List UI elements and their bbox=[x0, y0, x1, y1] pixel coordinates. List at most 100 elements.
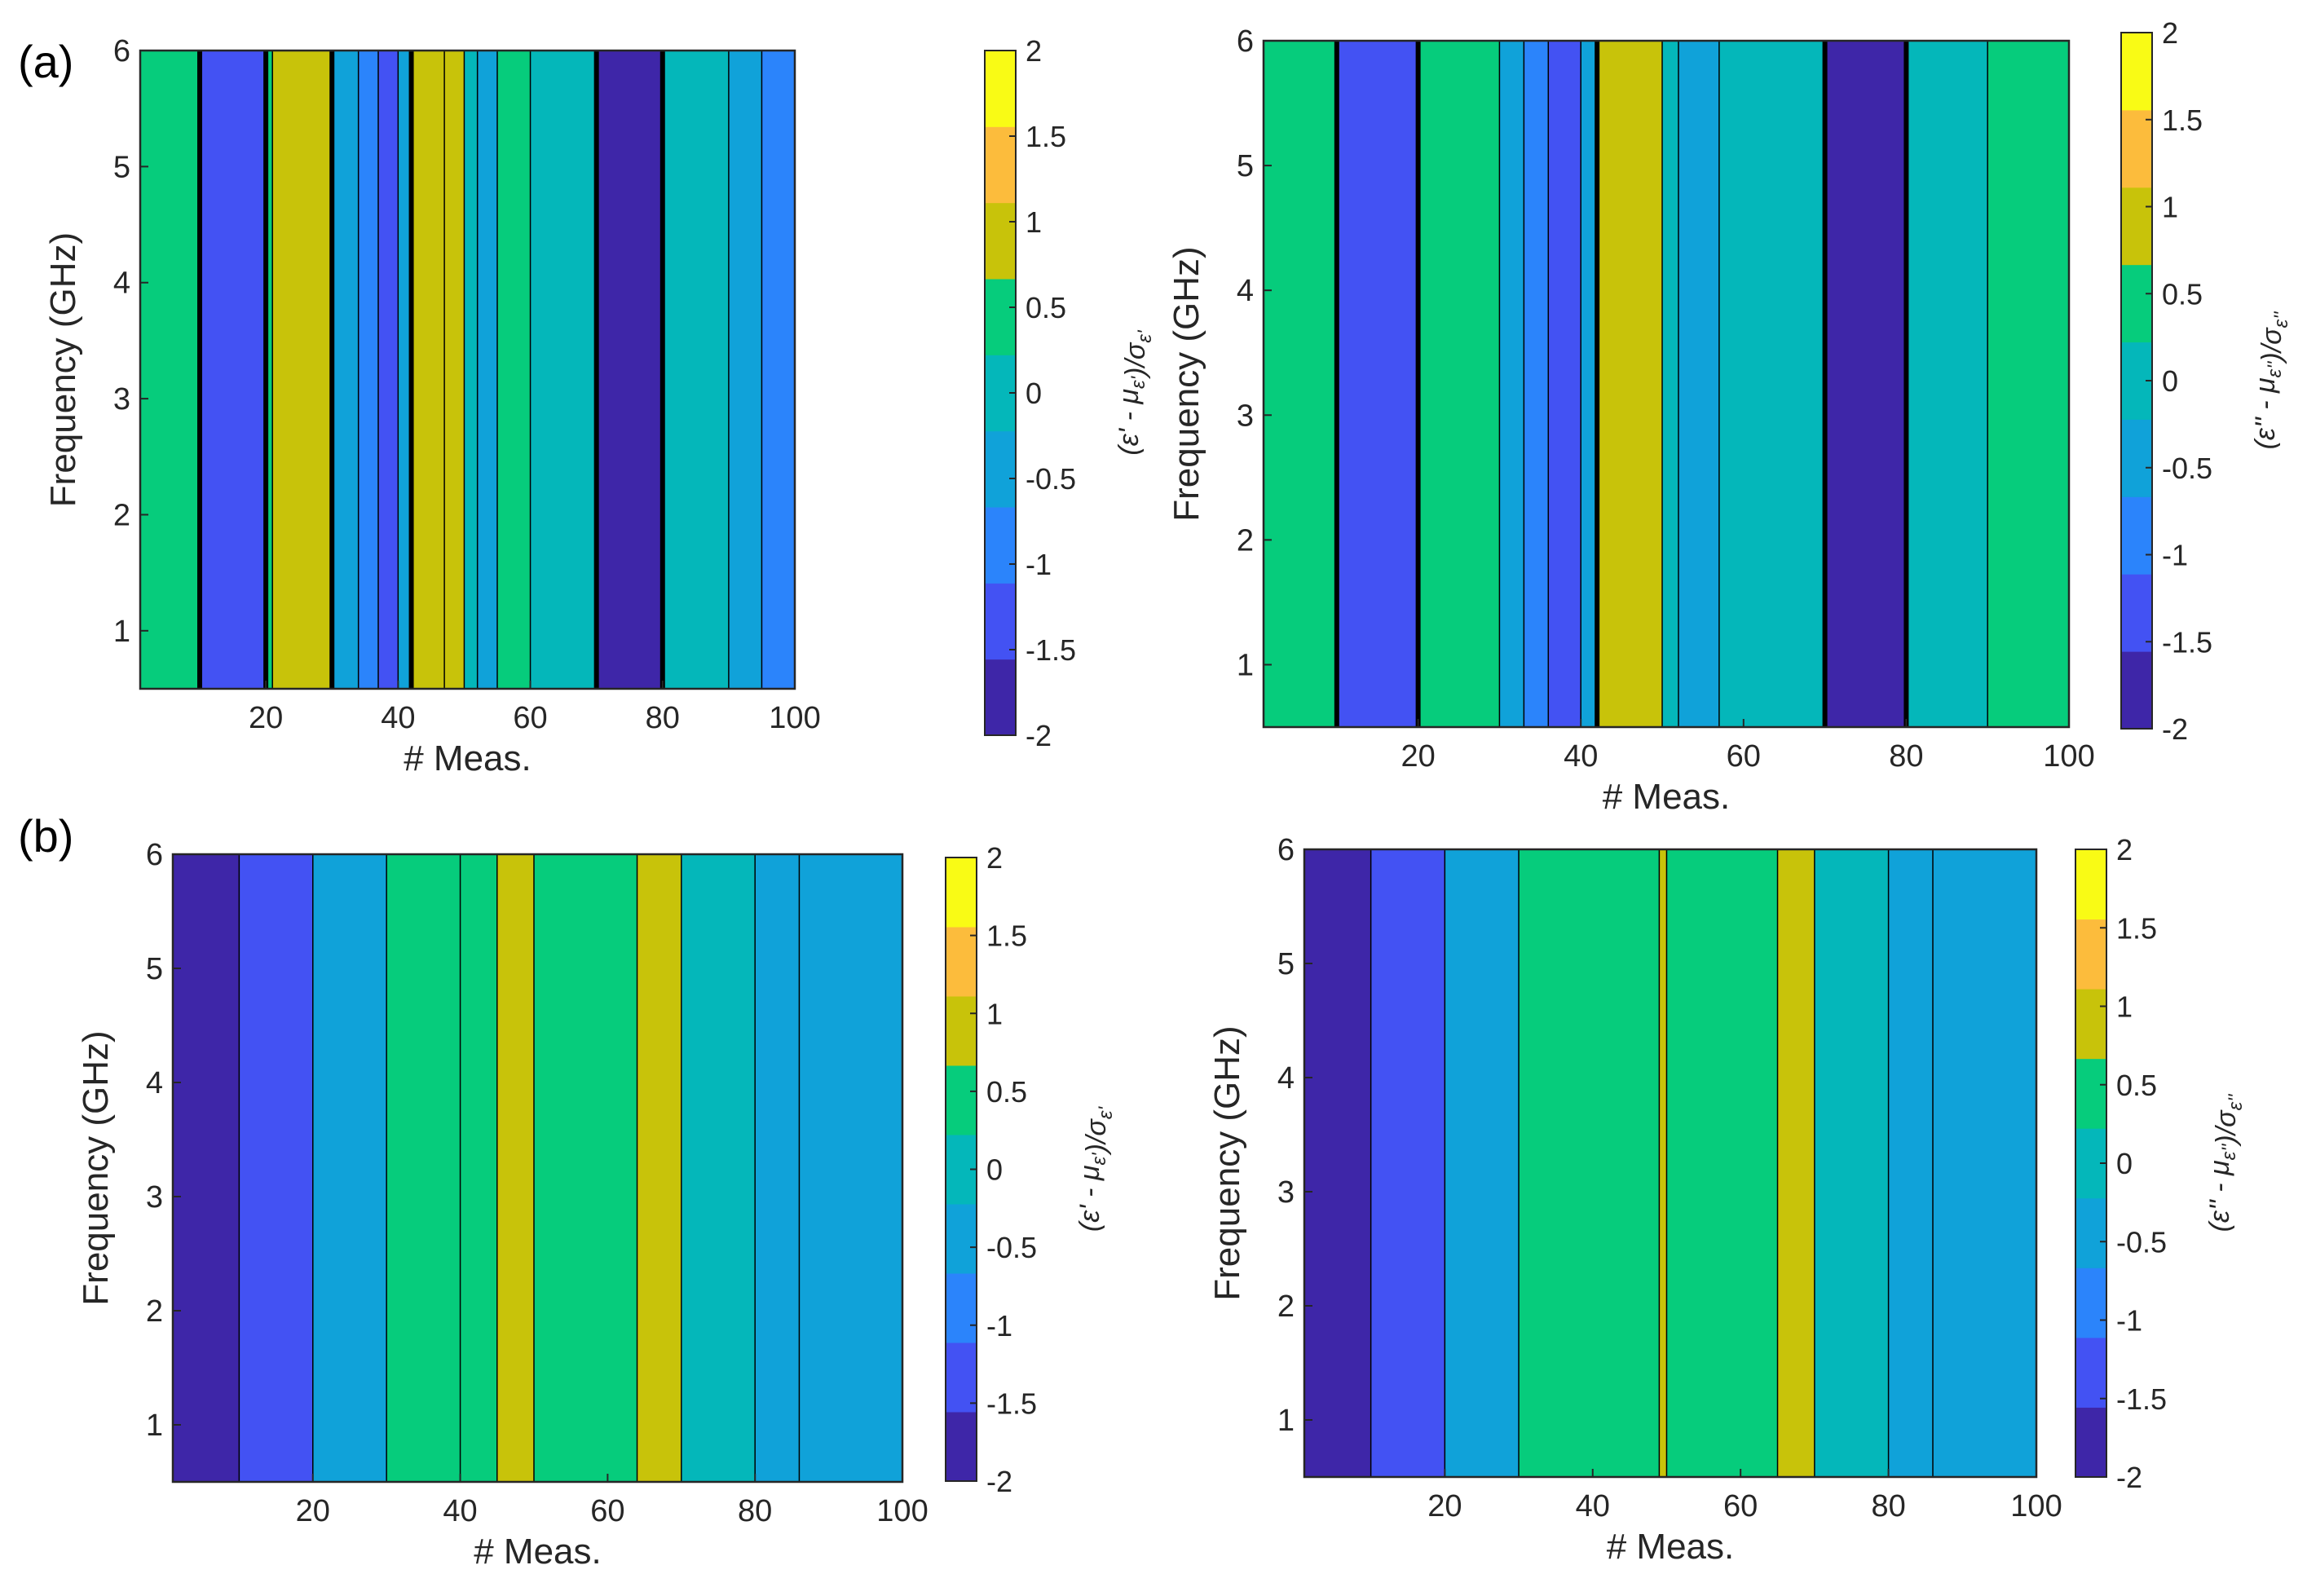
heatmap-band bbox=[1264, 41, 1337, 727]
x-tick-label: 40 bbox=[1564, 739, 1598, 774]
x-axis-label: # Meas. bbox=[474, 1532, 602, 1572]
heatmap-band bbox=[799, 854, 902, 1482]
colorbar-segment bbox=[2075, 1337, 2106, 1408]
colorbar-segment bbox=[985, 430, 1016, 508]
heatmap-band bbox=[496, 854, 534, 1482]
colorbar-tick-label: 1.5 bbox=[1026, 120, 1066, 153]
heatmap-band bbox=[1597, 41, 1663, 727]
colorbar-tick-label: -1 bbox=[2116, 1304, 2142, 1338]
heatmap-band bbox=[1888, 849, 1934, 1477]
heatmap-band bbox=[1370, 849, 1445, 1477]
heatmap-band bbox=[533, 854, 637, 1482]
colorbar-segment bbox=[985, 279, 1016, 355]
colorbar-label: (ε'' - με'')/σε'' bbox=[2204, 1093, 2247, 1232]
heatmap-band bbox=[1524, 41, 1549, 727]
axes-box bbox=[139, 49, 796, 690]
colorbar-tick-label: 0.5 bbox=[2162, 277, 2203, 311]
y-tick-label: 2 bbox=[146, 1294, 163, 1329]
colorbar-segment bbox=[2121, 109, 2152, 188]
heatmap-band bbox=[460, 854, 497, 1482]
x-tick-label: 100 bbox=[2043, 739, 2094, 774]
colorbar-tick-label: 1.5 bbox=[2162, 104, 2203, 137]
x-tick-label: 80 bbox=[738, 1494, 772, 1528]
heatmap-band bbox=[444, 51, 465, 689]
y-axis-label: Frequency (GHz) bbox=[76, 1030, 116, 1305]
colorbar-segment bbox=[946, 1065, 977, 1135]
y-tick-label: 5 bbox=[1277, 947, 1295, 981]
heatmap-band bbox=[755, 854, 800, 1482]
colorbar-tick-label: -2 bbox=[986, 1465, 1012, 1498]
colorbar-tick-label: -0.5 bbox=[986, 1231, 1037, 1264]
heatmap-band bbox=[1418, 41, 1500, 727]
colorbar-tick-label: 0 bbox=[2162, 364, 2178, 398]
panel-label-a: (a) bbox=[18, 36, 73, 87]
y-tick-label: 3 bbox=[113, 382, 130, 417]
heatmap-band bbox=[1678, 41, 1719, 727]
colorbar-tick-label: -1.5 bbox=[2162, 625, 2212, 659]
colorbar-tick-label: 0 bbox=[986, 1153, 1003, 1187]
colorbar-tick-label: 2 bbox=[2162, 16, 2178, 50]
x-axis-label: # Meas. bbox=[1607, 1527, 1735, 1567]
x-tick-label: 100 bbox=[769, 701, 820, 735]
heatmap-band bbox=[1336, 41, 1418, 727]
y-tick-label: 2 bbox=[1277, 1290, 1295, 1324]
y-axis-label: Frequency (GHz) bbox=[43, 232, 83, 507]
colorbar-tick-label: -2 bbox=[1026, 719, 1052, 752]
heatmap-band bbox=[761, 51, 795, 689]
heatmap-band bbox=[1987, 41, 2069, 727]
colorbar-segment bbox=[985, 51, 1016, 127]
x-axis-label: # Meas. bbox=[1603, 777, 1731, 817]
heatmap-band bbox=[378, 51, 399, 689]
heatmap-band bbox=[662, 51, 729, 689]
y-tick-label: 3 bbox=[146, 1180, 163, 1215]
colorbar-segment bbox=[2075, 1058, 2106, 1129]
x-tick-label: 60 bbox=[1723, 1489, 1758, 1523]
colorbar-tick-label: 2 bbox=[1026, 34, 1042, 68]
heatmap-band bbox=[272, 51, 333, 689]
colorbar-segment bbox=[946, 1204, 977, 1274]
colorbar-tick-label: 0 bbox=[1026, 377, 1042, 410]
colorbar-segment bbox=[2121, 419, 2152, 497]
colorbar-segment bbox=[2121, 33, 2152, 111]
y-tick-label: 1 bbox=[1237, 648, 1254, 682]
colorbar-tick-label: -2 bbox=[2162, 712, 2188, 746]
heatmap-band bbox=[1304, 849, 1371, 1477]
x-tick-label: 100 bbox=[2010, 1489, 2062, 1523]
colorbar-tick-label: 0 bbox=[2116, 1147, 2133, 1180]
y-tick-label: 4 bbox=[1277, 1061, 1295, 1096]
heatmap-band bbox=[464, 51, 478, 689]
colorbar-segment bbox=[985, 507, 1016, 584]
heatmap-band bbox=[1548, 41, 1581, 727]
heatmap-band bbox=[140, 51, 200, 689]
heatmap-band bbox=[637, 854, 682, 1482]
y-tick-label: 4 bbox=[113, 267, 130, 301]
colorbar-segment bbox=[985, 202, 1016, 280]
heatmap-band bbox=[1933, 849, 2036, 1477]
colorbar-tick-label: -1 bbox=[2162, 539, 2188, 572]
colorbar-tick-label: -0.5 bbox=[2162, 452, 2212, 485]
heatmap-band bbox=[358, 51, 378, 689]
colorbar-segment bbox=[2121, 187, 2152, 266]
colorbar-segment bbox=[985, 659, 1016, 736]
y-tick-label: 6 bbox=[1277, 833, 1295, 867]
y-tick-label: 5 bbox=[146, 952, 163, 986]
colorbar-tick-label: -1 bbox=[986, 1309, 1012, 1342]
x-tick-label: 20 bbox=[296, 1494, 330, 1528]
colorbar-tick-label: -1.5 bbox=[986, 1387, 1037, 1420]
colorbar-segment bbox=[2075, 1197, 2106, 1268]
x-tick-label: 20 bbox=[249, 701, 283, 735]
y-tick-label: 1 bbox=[146, 1409, 163, 1443]
axes-box bbox=[1262, 39, 2071, 729]
colorbar-segment bbox=[946, 1273, 977, 1343]
x-tick-label: 40 bbox=[443, 1494, 477, 1528]
x-tick-label: 60 bbox=[513, 701, 547, 735]
heatmap-band bbox=[1777, 849, 1815, 1477]
colorbar-segment bbox=[2075, 849, 2106, 920]
colorbar-tick-label: 1 bbox=[986, 997, 1003, 1030]
heatmap-band bbox=[332, 51, 359, 689]
colorbar-tick-label: 1.5 bbox=[986, 919, 1027, 953]
